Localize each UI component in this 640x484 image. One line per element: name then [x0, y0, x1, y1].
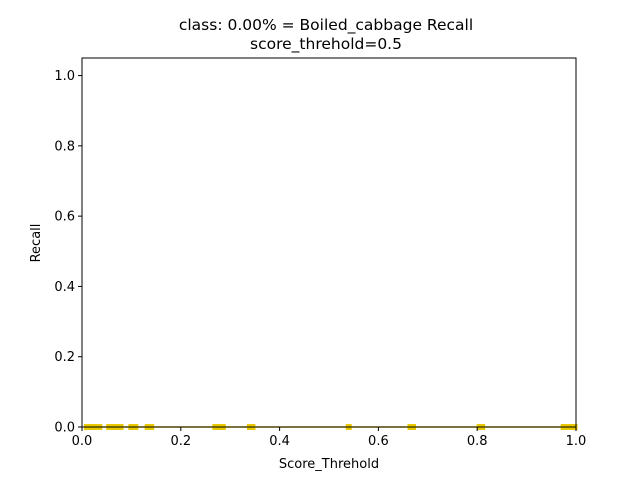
y-tick-label: 0.4 — [54, 280, 75, 295]
y-tick-label: 0.0 — [54, 421, 75, 436]
x-tick-label: 0.8 — [467, 434, 488, 449]
chart-title: class: 0.00% = Boiled_cabbage Recall — [179, 16, 473, 35]
x-tick-label: 1.0 — [566, 434, 587, 449]
y-tick-label: 0.8 — [54, 139, 75, 154]
y-tick-label: 0.2 — [54, 350, 75, 365]
y-tick-label: 1.0 — [54, 69, 75, 84]
plot-area — [82, 58, 576, 427]
x-tick-label: 0.6 — [368, 434, 389, 449]
y-tick-label: 0.6 — [54, 210, 75, 225]
x-axis: 0.0 0.2 0.4 0.6 0.8 1.0 — [72, 427, 587, 449]
y-axis: 0.0 0.2 0.4 0.6 0.8 1.0 — [54, 69, 82, 436]
x-tick-label: 0.2 — [170, 434, 191, 449]
plot-frame — [81, 57, 577, 428]
x-axis-label: Score_Threhold — [279, 457, 379, 472]
chart-subtitle: score_threhold=0.5 — [250, 35, 402, 54]
y-axis-label: Recall — [29, 224, 44, 263]
x-tick-label: 0.0 — [72, 434, 93, 449]
x-tick-label: 0.4 — [269, 434, 290, 449]
